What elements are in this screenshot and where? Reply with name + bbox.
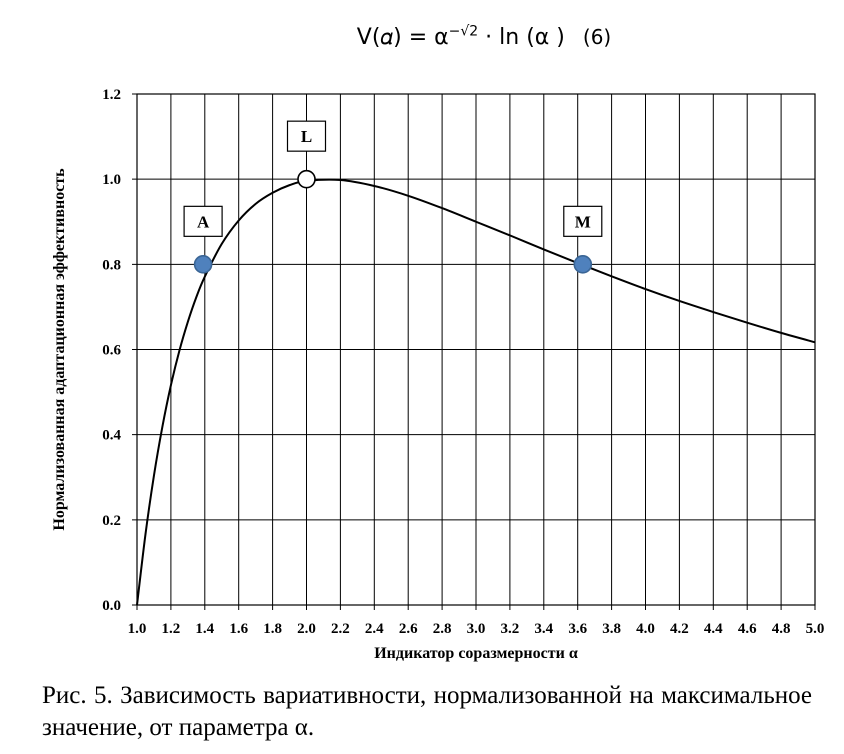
point-label-a: A <box>197 212 210 231</box>
y-tick-label: 0.8 <box>102 257 121 273</box>
y-tick-label: 1.2 <box>102 87 121 103</box>
figure-caption: Рис. 5. Зависимость вариативности, норма… <box>42 682 812 741</box>
y-axis-label: Нормализованная адаптационная эффективно… <box>51 168 68 531</box>
x-tick-label: 1.2 <box>162 621 181 637</box>
formula-rhs: · ln (α ) <box>478 25 565 51</box>
x-tick-label: 1.0 <box>128 621 147 637</box>
x-tick-labels: 1.0 1.2 1.4 1.6 1.8 2.0 2.2 2.4 2.6 2.8 3.0 3.2 3.4 3… <box>128 621 825 637</box>
point-label-box-a <box>183 205 223 237</box>
x-tick-label: 1.4 <box>195 621 214 637</box>
x-tick-label: 3.4 <box>534 621 553 637</box>
formula-exponent: −√2 <box>448 24 479 40</box>
formula-lhs: V(𝛼) = α <box>356 25 449 51</box>
x-tick-label: 4.2 <box>670 621 689 637</box>
y-tick-labels: 0.0 0.2 0.4 0.6 0.8 1.0 1.2 <box>102 87 121 614</box>
x-tick-label: 1.6 <box>229 621 248 637</box>
x-axis-label: Индикатор соразмерности α <box>374 645 578 662</box>
x-tick-label: 2.2 <box>331 621 350 637</box>
y-tick-label: 0.2 <box>102 513 121 529</box>
x-tick-label: 5.0 <box>806 621 825 637</box>
y-tick-label: 0.4 <box>102 428 121 444</box>
point-marker-l <box>297 169 316 189</box>
point-label-m: M <box>575 212 591 231</box>
x-tick-label: 3.0 <box>467 621 486 637</box>
formula: V(𝛼) = α−√2 · ln (α ) (6) <box>0 24 844 50</box>
point-label-box-l <box>286 120 327 152</box>
x-tick-label: 4.8 <box>772 621 791 637</box>
point-marker-m <box>573 255 593 274</box>
x-tick-label: 4.4 <box>704 621 723 637</box>
x-tick-label: 3.2 <box>501 621 520 637</box>
x-tick-label: 2.6 <box>399 621 418 637</box>
grid <box>132 93 816 610</box>
y-tick-label: 1.0 <box>102 172 121 188</box>
series-line <box>136 178 816 606</box>
x-tick-label: 1.8 <box>263 621 282 637</box>
y-tick-label: 0.0 <box>102 598 121 614</box>
marked-points: A L M <box>183 120 603 274</box>
x-tick-label: 2.0 <box>297 621 316 637</box>
point-marker-a <box>193 255 213 274</box>
x-tick-label: 3.8 <box>602 621 621 637</box>
x-tick-label: 3.6 <box>568 621 587 637</box>
x-tick-label: 4.0 <box>636 621 655 637</box>
x-tick-label: 2.8 <box>433 621 452 637</box>
x-tick-label: 2.4 <box>365 621 384 637</box>
y-tick-label: 0.6 <box>102 343 121 359</box>
point-label-box-m <box>563 205 603 237</box>
line-chart: 1.0 1.2 1.4 1.6 1.8 2.0 2.2 2.4 2.6 2.8 3.0 3.2 3.4 3… <box>51 87 825 662</box>
x-tick-label: 4.6 <box>738 621 757 637</box>
point-label-l: L <box>301 127 312 146</box>
formula-number: (6) <box>582 25 612 50</box>
